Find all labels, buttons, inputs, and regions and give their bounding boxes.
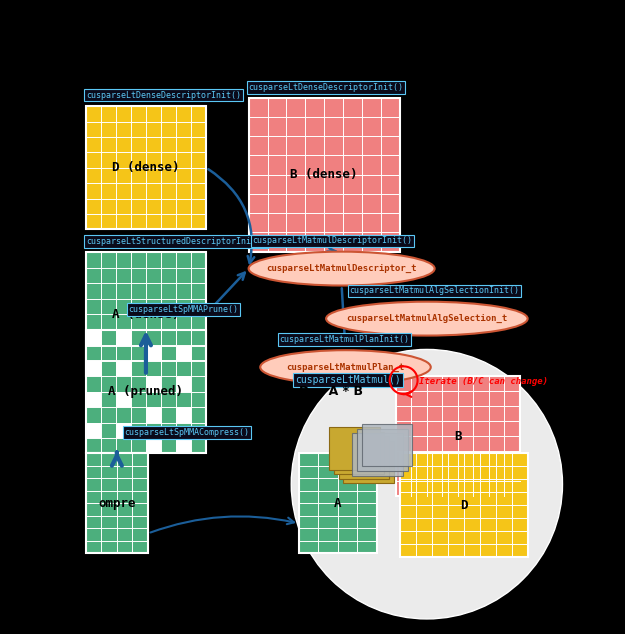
Bar [146,407,161,423]
Text: cusparseLtMatmulAlgSelection_t: cusparseLtMatmulAlgSelection_t [346,314,508,323]
Text: A: A [334,497,341,510]
Bar [86,330,206,453]
Bar [329,427,379,470]
Text: B: B [454,430,462,443]
Bar [146,438,161,453]
Text: cusparseLtMatmulPlanInit(): cusparseLtMatmulPlanInit() [279,335,409,344]
Text: cusparseLtDenseDescriptorInit(): cusparseLtDenseDescriptorInit() [86,91,241,100]
Bar [357,429,408,471]
Bar [299,453,376,553]
Text: cusparseLtMatmulDescriptor_t: cusparseLtMatmulDescriptor_t [266,264,417,273]
Bar [176,346,191,361]
Bar [339,436,389,479]
Text: cusparseLtMatmulDescriptorInit(): cusparseLtMatmulDescriptorInit() [253,236,412,245]
Bar [400,453,528,557]
Bar [249,98,400,252]
Text: cusparseLtMatmulPlan_t: cusparseLtMatmulPlan_t [286,363,404,372]
Text: ompre: ompre [98,497,136,510]
Bar [176,407,191,423]
Text: D: D [460,499,468,512]
Bar [86,252,206,375]
Text: A (dense): A (dense) [112,307,180,321]
Bar [116,392,131,407]
Bar [86,423,101,438]
Bar [352,434,403,476]
Bar [86,453,148,553]
Bar [176,377,191,392]
Ellipse shape [326,302,528,335]
Bar [146,377,161,392]
Circle shape [291,349,562,619]
Bar [343,441,394,483]
Text: A (pruned): A (pruned) [109,385,184,398]
Ellipse shape [260,350,431,384]
Text: cusparseLtDenseDescriptorInit(): cusparseLtDenseDescriptorInit() [249,83,404,92]
Text: cusparseLtSpMMACompress(): cusparseLtSpMMACompress() [124,428,249,437]
Bar [116,423,131,438]
Text: D = A * B: D = A * B [299,385,363,398]
Ellipse shape [249,252,434,285]
Bar [362,424,412,467]
Bar [176,438,191,453]
Bar [116,330,131,346]
Text: Iterate (B/C can change): Iterate (B/C can change) [419,377,548,386]
Bar [396,377,520,496]
Bar [116,361,131,377]
Text: cusparseLtStructuredDescriptorInit(): cusparseLtStructuredDescriptorInit() [86,237,266,246]
Text: B (dense): B (dense) [291,168,358,181]
Bar [146,346,161,361]
Bar [86,106,206,230]
Bar [86,361,101,377]
Text: cusparseLtMatmulAlgSelectionInit(): cusparseLtMatmulAlgSelectionInit() [349,287,519,295]
Text: cusparseLtMatmul(): cusparseLtMatmul() [295,375,401,385]
Bar [86,330,101,346]
Bar [86,392,101,407]
Text: D (dense): D (dense) [112,161,180,174]
Bar [334,432,384,474]
Text: cusparseLtSpMMAPrune(): cusparseLtSpMMAPrune() [129,305,239,314]
